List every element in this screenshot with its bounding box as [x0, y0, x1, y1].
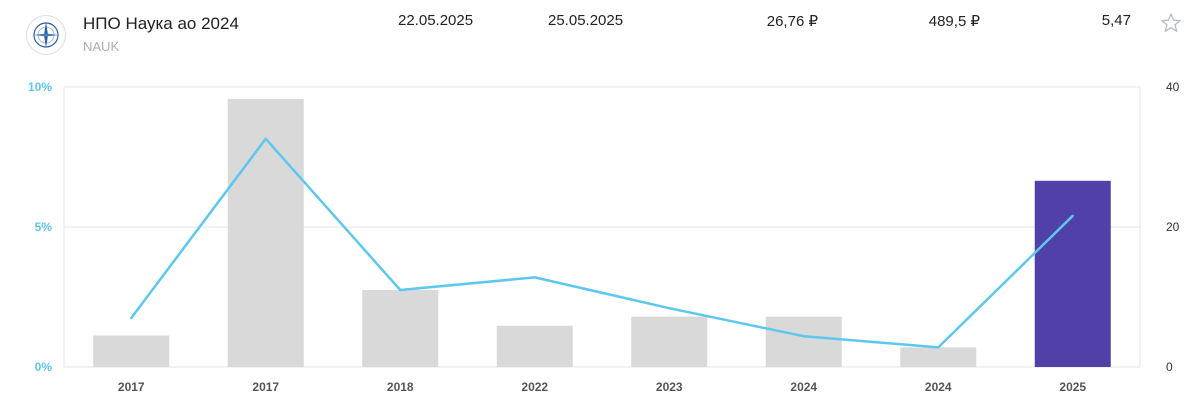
- chart-bar: [362, 290, 439, 367]
- chart-bar: [900, 347, 977, 367]
- x-tick-label: 2017: [118, 380, 145, 394]
- company-name[interactable]: НПО Наука ао 2024: [83, 14, 239, 33]
- line-point: [264, 137, 267, 140]
- line-point: [668, 307, 671, 310]
- right-tick-label: 20: [1166, 220, 1180, 234]
- chart-bar: [227, 98, 304, 368]
- price-value: 26,76 ₽: [766, 13, 818, 30]
- x-tick-label: 2022: [521, 380, 548, 394]
- ticker-symbol: NAUK: [83, 39, 120, 54]
- chart-bar: [93, 335, 170, 367]
- company-logo-icon: [26, 15, 66, 55]
- left-tick-label: 0%: [35, 360, 53, 374]
- x-tick-label: 2017: [252, 380, 279, 394]
- compass-icon: [33, 22, 59, 48]
- line-point: [399, 288, 402, 292]
- line-point: [533, 276, 536, 279]
- chart-bar: [765, 316, 842, 367]
- line-point: [937, 346, 940, 349]
- chart-bar: [1034, 180, 1111, 367]
- star-outline-icon: [1161, 13, 1181, 32]
- left-tick-label: 10%: [28, 80, 52, 94]
- yield-line: [130, 137, 1074, 349]
- line-point: [130, 316, 133, 320]
- favorite-button[interactable]: [1160, 12, 1182, 34]
- date-1: 22.05.2025: [398, 12, 474, 29]
- x-tick-label: 2023: [656, 380, 683, 394]
- chart-svg: 2017 2017 2018 2022 2023 2024 2024 2025 0% 5% 10% 0…: [28, 80, 1180, 394]
- line-point: [1071, 214, 1074, 217]
- x-tick-label: 2024: [925, 380, 952, 394]
- yield-value: 5,47: [1101, 12, 1131, 29]
- right-tick-label: 40: [1166, 80, 1180, 94]
- left-tick-label: 5%: [35, 220, 53, 234]
- stock-row[interactable]: НПО Наука ао 2024 NAUK 22.05.2025 25.05.…: [0, 0, 1193, 70]
- chart-bar: [496, 325, 573, 367]
- x-tick-label: 2025: [1059, 380, 1086, 394]
- date-2: 25.05.2025: [548, 12, 624, 29]
- right-tick-label: 0: [1166, 360, 1173, 374]
- x-tick-label: 2018: [387, 380, 414, 394]
- dividend-chart: 2017 2017 2018 2022 2023 2024 2024 2025 0% 5% 10% 0…: [0, 70, 1193, 412]
- line-point: [802, 335, 805, 338]
- dividend-value: 489,5 ₽: [928, 13, 980, 30]
- chart-bar: [631, 316, 708, 367]
- x-tick-label: 2024: [790, 380, 817, 394]
